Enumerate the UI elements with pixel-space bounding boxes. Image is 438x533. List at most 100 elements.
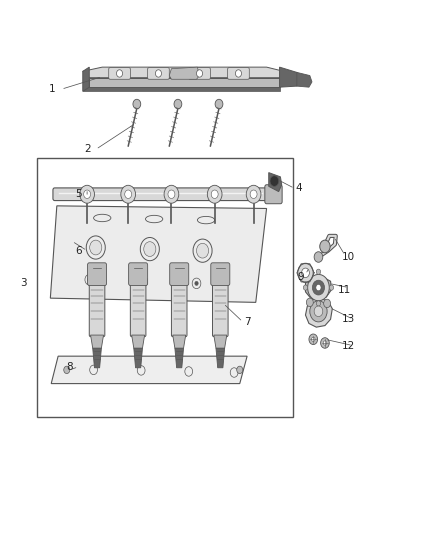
FancyBboxPatch shape <box>88 263 106 286</box>
Polygon shape <box>173 335 186 348</box>
Circle shape <box>117 70 123 77</box>
Circle shape <box>195 281 198 286</box>
Circle shape <box>310 301 327 322</box>
Circle shape <box>230 368 238 377</box>
Circle shape <box>121 185 135 203</box>
Text: 2: 2 <box>84 144 90 155</box>
Text: 10: 10 <box>342 252 355 262</box>
Circle shape <box>133 99 141 109</box>
Circle shape <box>155 70 162 77</box>
Circle shape <box>329 285 334 290</box>
Circle shape <box>90 365 98 375</box>
Text: 5: 5 <box>75 189 82 199</box>
Polygon shape <box>305 277 332 299</box>
Polygon shape <box>214 335 227 348</box>
Circle shape <box>320 240 330 253</box>
Circle shape <box>298 263 313 282</box>
Circle shape <box>270 176 279 187</box>
Circle shape <box>316 269 321 274</box>
Polygon shape <box>216 348 225 368</box>
Polygon shape <box>297 72 312 87</box>
Circle shape <box>236 70 241 77</box>
FancyBboxPatch shape <box>109 68 131 79</box>
Text: 12: 12 <box>342 341 355 351</box>
Polygon shape <box>93 348 101 368</box>
Polygon shape <box>269 173 282 191</box>
Bar <box>37 158 293 417</box>
Circle shape <box>185 367 193 376</box>
Circle shape <box>164 185 179 203</box>
Circle shape <box>314 306 323 317</box>
FancyBboxPatch shape <box>265 185 282 204</box>
Circle shape <box>215 99 223 109</box>
Circle shape <box>168 190 175 198</box>
Ellipse shape <box>145 215 163 223</box>
Circle shape <box>311 337 315 342</box>
Polygon shape <box>83 67 89 91</box>
Polygon shape <box>134 348 142 368</box>
Circle shape <box>197 243 208 258</box>
Polygon shape <box>305 298 332 327</box>
Polygon shape <box>50 206 267 302</box>
Circle shape <box>211 190 218 198</box>
Polygon shape <box>83 67 284 78</box>
Polygon shape <box>279 67 301 87</box>
Circle shape <box>246 185 261 203</box>
Circle shape <box>192 278 201 289</box>
Ellipse shape <box>198 216 215 224</box>
Circle shape <box>64 366 70 374</box>
FancyBboxPatch shape <box>131 281 146 337</box>
Polygon shape <box>169 67 200 79</box>
Circle shape <box>174 99 182 109</box>
Circle shape <box>323 341 327 345</box>
Circle shape <box>321 338 329 348</box>
Circle shape <box>84 190 91 198</box>
FancyBboxPatch shape <box>171 281 187 337</box>
Polygon shape <box>83 87 279 91</box>
Circle shape <box>306 298 313 306</box>
FancyBboxPatch shape <box>53 188 268 200</box>
Circle shape <box>80 185 95 203</box>
Circle shape <box>237 366 243 374</box>
Text: 4: 4 <box>296 183 302 193</box>
Circle shape <box>316 285 321 291</box>
Polygon shape <box>91 335 103 348</box>
FancyBboxPatch shape <box>170 263 189 286</box>
Text: 3: 3 <box>20 278 27 288</box>
Circle shape <box>139 276 148 287</box>
FancyBboxPatch shape <box>148 68 169 79</box>
Circle shape <box>207 185 222 203</box>
Circle shape <box>193 239 212 262</box>
Circle shape <box>90 240 102 255</box>
Circle shape <box>307 274 329 301</box>
Circle shape <box>314 252 323 262</box>
Text: 13: 13 <box>342 314 355 324</box>
Text: 1: 1 <box>49 84 56 94</box>
Circle shape <box>324 299 331 308</box>
Ellipse shape <box>94 214 111 222</box>
FancyBboxPatch shape <box>211 263 230 286</box>
FancyBboxPatch shape <box>212 281 228 337</box>
Circle shape <box>88 278 91 282</box>
FancyBboxPatch shape <box>89 281 105 337</box>
Circle shape <box>137 366 145 375</box>
Circle shape <box>144 241 156 256</box>
Circle shape <box>86 236 105 259</box>
Polygon shape <box>132 335 145 348</box>
Text: 6: 6 <box>75 246 82 256</box>
Circle shape <box>312 280 325 295</box>
Circle shape <box>125 190 132 198</box>
Circle shape <box>302 268 309 278</box>
Polygon shape <box>175 348 184 368</box>
Circle shape <box>140 238 159 261</box>
Text: 9: 9 <box>298 272 304 282</box>
FancyBboxPatch shape <box>228 68 249 79</box>
Circle shape <box>316 301 321 306</box>
Circle shape <box>85 274 94 285</box>
Text: 7: 7 <box>244 317 251 327</box>
FancyBboxPatch shape <box>189 68 210 79</box>
Circle shape <box>309 334 318 344</box>
Polygon shape <box>89 78 279 87</box>
Text: 11: 11 <box>338 285 351 295</box>
Polygon shape <box>51 356 247 384</box>
